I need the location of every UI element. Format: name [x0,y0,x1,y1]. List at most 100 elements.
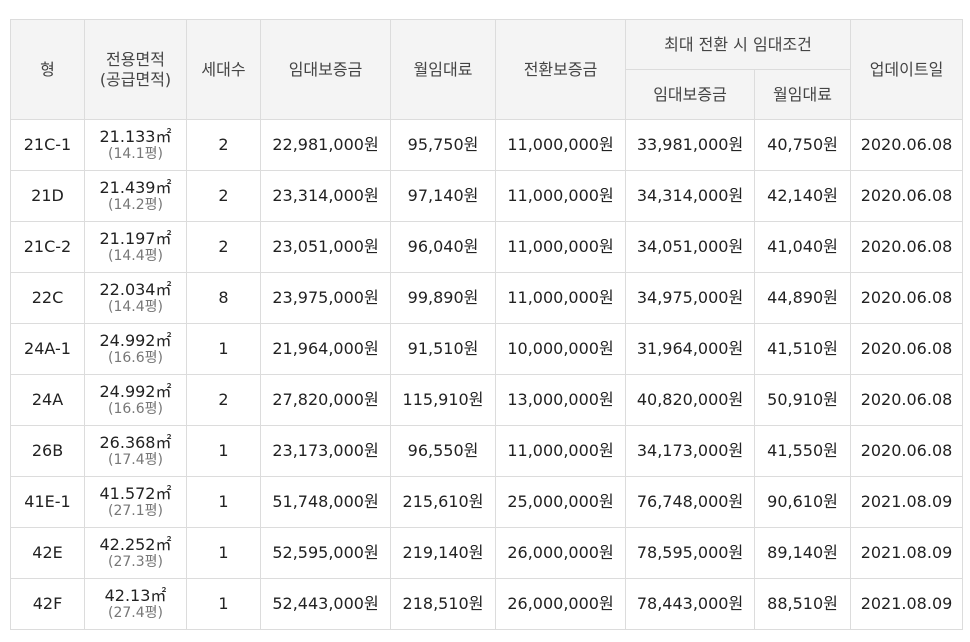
table-row: 42F 42.13㎡ (27.4평) 1 52,443,000원 218,510원… [10,578,963,630]
cell-monthly: 218,510원 [390,578,496,630]
cell-max-deposit: 78,595,000원 [625,527,755,579]
table-row: 24A 24.992㎡ (16.6평) 2 27,820,000원 115,910… [10,374,963,426]
header-row-bottom: 임대보증금 월임대료 [11,69,963,120]
header-conversion-deposit: 전환보증금 [495,19,626,120]
cell-updated: 2021.08.09 [850,527,963,579]
cell-updated: 2020.06.08 [850,374,963,426]
cell-supply-value: (16.6평) [108,401,163,418]
cell-deposit: 23,314,000원 [260,170,391,222]
header-area-line2: (공급면적) [99,69,172,89]
cell-type: 42F [10,578,85,630]
cell-households: 1 [186,425,261,477]
header-monthly: 월임대료 [390,19,496,120]
cell-max-deposit: 34,051,000원 [625,221,755,273]
cell-max-monthly: 90,610원 [754,476,851,528]
cell-type: 22C [10,272,85,324]
cell-type: 42E [10,527,85,579]
cell-max-monthly: 44,890원 [754,272,851,324]
table-row: 21C-1 21.133㎡ (14.1평) 2 22,981,000원 95,75… [10,119,963,171]
cell-area-value: 26.368㎡ [99,433,172,452]
cell-area: 42.252㎡ (27.3평) [84,527,187,579]
cell-households: 1 [186,527,261,579]
cell-area-value: 24.992㎡ [99,331,172,350]
header-max-deposit: 임대보증금 [625,69,755,120]
cell-conversion: 10,000,000원 [495,323,626,375]
cell-deposit: 23,975,000원 [260,272,391,324]
cell-conversion: 11,000,000원 [495,119,626,171]
cell-updated: 2021.08.09 [850,578,963,630]
cell-households: 1 [186,476,261,528]
cell-supply-value: (17.4평) [108,452,163,469]
cell-supply-value: (14.4평) [108,248,163,265]
cell-conversion: 11,000,000원 [495,425,626,477]
cell-area-value: 24.992㎡ [99,382,172,401]
cell-type: 21D [10,170,85,222]
cell-conversion: 11,000,000원 [495,272,626,324]
cell-area: 21.133㎡ (14.1평) [84,119,187,171]
cell-max-monthly: 88,510원 [754,578,851,630]
cell-deposit: 52,443,000원 [260,578,391,630]
cell-households: 1 [186,578,261,630]
cell-max-monthly: 89,140원 [754,527,851,579]
cell-area: 26.368㎡ (17.4평) [84,425,187,477]
cell-monthly: 219,140원 [390,527,496,579]
cell-max-deposit: 34,173,000원 [625,425,755,477]
cell-type: 26B [10,425,85,477]
cell-conversion: 13,000,000원 [495,374,626,426]
cell-area-value: 41.572㎡ [99,484,172,503]
table-row: 21C-2 21.197㎡ (14.4평) 2 23,051,000원 96,04… [10,221,963,273]
cell-supply-value: (27.3평) [108,554,163,571]
cell-area-value: 21.197㎡ [99,229,172,248]
cell-area: 41.572㎡ (27.1평) [84,476,187,528]
rent-conditions-table: 형 전용면적 (공급면적) 세대수 임대보증금 월임대료 전환보증금 최대 전환… [10,19,963,630]
cell-conversion: 11,000,000원 [495,170,626,222]
header-max-monthly: 월임대료 [754,69,851,120]
cell-supply-value: (14.1평) [108,146,163,163]
cell-max-deposit: 31,964,000원 [625,323,755,375]
cell-max-deposit: 76,748,000원 [625,476,755,528]
cell-supply-value: (16.6평) [108,350,163,367]
cell-updated: 2020.06.08 [850,170,963,222]
cell-households: 8 [186,272,261,324]
header-deposit: 임대보증금 [260,19,391,120]
header-max-conversion-group: 최대 전환 시 임대조건 [625,19,851,70]
cell-deposit: 23,173,000원 [260,425,391,477]
cell-supply-value: (27.4평) [108,605,163,622]
cell-updated: 2020.06.08 [850,425,963,477]
header-area-line1: 전용면적 [106,50,165,70]
cell-deposit: 23,051,000원 [260,221,391,273]
cell-updated: 2021.08.09 [850,476,963,528]
cell-households: 2 [186,374,261,426]
cell-updated: 2020.06.08 [850,119,963,171]
cell-area-value: 21.439㎡ [99,178,172,197]
cell-max-deposit: 33,981,000원 [625,119,755,171]
cell-monthly: 115,910원 [390,374,496,426]
table-row: 26B 26.368㎡ (17.4평) 1 23,173,000원 96,550원… [10,425,963,477]
cell-monthly: 95,750원 [390,119,496,171]
table-row: 21D 21.439㎡ (14.2평) 2 23,314,000원 97,140원… [10,170,963,222]
cell-max-deposit: 78,443,000원 [625,578,755,630]
cell-max-monthly: 42,140원 [754,170,851,222]
cell-conversion: 25,000,000원 [495,476,626,528]
cell-supply-value: (14.2평) [108,197,163,214]
cell-max-monthly: 41,510원 [754,323,851,375]
cell-type: 41E-1 [10,476,85,528]
cell-max-deposit: 34,975,000원 [625,272,755,324]
table-header: 형 전용면적 (공급면적) 세대수 임대보증금 월임대료 전환보증금 최대 전환… [10,19,963,120]
table-row: 41E-1 41.572㎡ (27.1평) 1 51,748,000원 215,6… [10,476,963,528]
cell-deposit: 51,748,000원 [260,476,391,528]
cell-deposit: 22,981,000원 [260,119,391,171]
table-row: 42E 42.252㎡ (27.3평) 1 52,595,000원 219,140… [10,527,963,579]
table-body: 21C-1 21.133㎡ (14.1평) 2 22,981,000원 95,75… [10,119,963,630]
cell-monthly: 96,550원 [390,425,496,477]
cell-supply-value: (14.4평) [108,299,163,316]
cell-area: 21.197㎡ (14.4평) [84,221,187,273]
cell-monthly: 215,610원 [390,476,496,528]
cell-conversion: 26,000,000원 [495,578,626,630]
header-area: 전용면적 (공급면적) [84,19,187,120]
cell-max-monthly: 41,040원 [754,221,851,273]
cell-max-deposit: 34,314,000원 [625,170,755,222]
header-type: 형 [10,19,85,120]
cell-supply-value: (27.1평) [108,503,163,520]
